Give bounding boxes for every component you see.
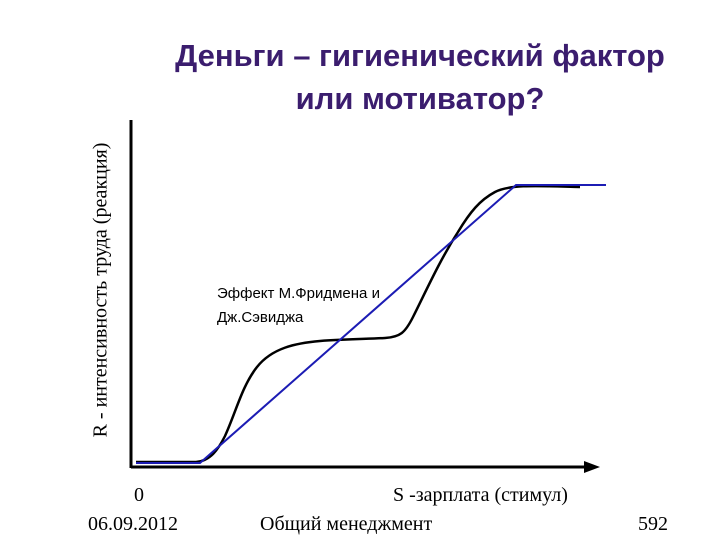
- s-curve: [136, 184, 581, 464]
- origin-label: 0: [134, 484, 144, 506]
- y-axis-label: R - интенсивность труда (реакция): [89, 142, 112, 438]
- x-axis-arrow: [584, 461, 600, 473]
- page-title: Деньги – гигиенический фактор или мотива…: [120, 34, 720, 120]
- effect-annotation: Эффект М.Фридмена и Дж.Сэвиджа: [217, 282, 380, 330]
- annotation-line-1: Эффект М.Фридмена и: [217, 285, 380, 302]
- footer-course-name: Общий менеджмент: [260, 513, 433, 535]
- linear-approximation-line: [136, 184, 606, 464]
- footer-date: 06.09.2012: [88, 513, 178, 535]
- annotation-line-2: Дж.Сэвиджа: [217, 309, 304, 326]
- x-axis-label: S -зарплата (стимул): [393, 484, 568, 506]
- title-line-2: или мотиватор?: [295, 81, 545, 116]
- footer-page-number: 592: [638, 513, 668, 535]
- title-line-1: Деньги – гигиенический фактор: [175, 38, 665, 73]
